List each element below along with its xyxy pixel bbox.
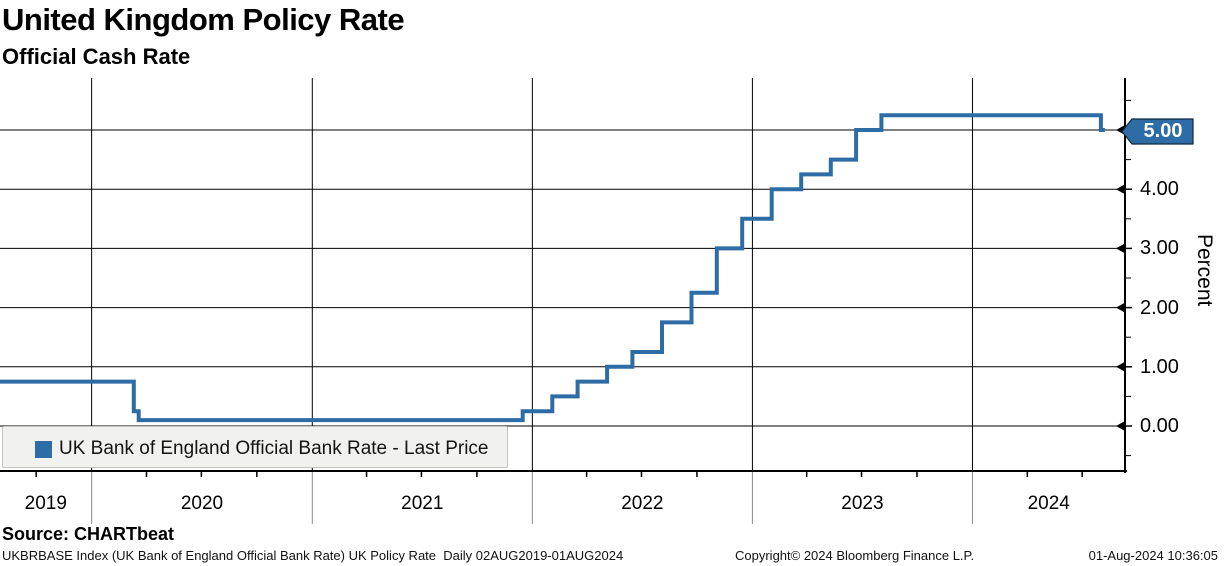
footer: UKBRBASE Index (UK Bank of England Offic… — [0, 548, 1224, 566]
y-tick-arrow — [1116, 184, 1125, 195]
legend-label: UK Bank of England Official Bank Rate - … — [59, 438, 489, 459]
chart-subtitle: Official Cash Rate — [2, 44, 191, 69]
y-axis-tick-label: 2.00 — [1140, 296, 1179, 319]
y-axis-tick-label: 0.00 — [1140, 415, 1179, 437]
y-axis-title: Percent — [1193, 234, 1216, 307]
plot-generated-layer — [0, 78, 1132, 524]
y-tick-arrow — [1116, 243, 1125, 254]
source-label: Source: CHARTbeat — [2, 524, 175, 544]
x-axis-year-label: 2020 — [180, 493, 224, 514]
legend: UK Bank of England Official Bank Rate - … — [2, 426, 508, 468]
x-axis-year-label: 2024 — [1027, 493, 1070, 514]
x-axis-year-label: 2022 — [621, 493, 664, 514]
last-price-tag — [1121, 118, 1194, 145]
x-axis-year-label: 2021 — [401, 493, 444, 514]
footer-datetime: 01-Aug-2024 10:36:05 — [1088, 548, 1218, 563]
series-line — [0, 113, 1105, 423]
y-axis-tick-label: 1.00 — [1140, 355, 1179, 378]
y-axis-tick-label: 3.00 — [1140, 237, 1179, 260]
footer-description: UKBRBASE Index (UK Bank of England Offic… — [2, 548, 624, 563]
legend-marker — [35, 440, 52, 458]
chart-title: United Kingdom Policy Rate — [2, 2, 405, 37]
footer-copyright: Copyright© 2024 Bloomberg Finance L.P. — [735, 548, 975, 563]
y-tick-arrow — [1116, 421, 1125, 431]
y-tick-arrow — [1116, 302, 1125, 313]
y-tick-arrow — [1116, 361, 1125, 372]
x-axis-year-label: 2023 — [841, 493, 884, 514]
y-axis-tick-label: 4.00 — [1140, 178, 1179, 201]
last-price-label: 5.00 — [1143, 120, 1183, 142]
x-axis-year-label: 2019 — [24, 493, 67, 514]
